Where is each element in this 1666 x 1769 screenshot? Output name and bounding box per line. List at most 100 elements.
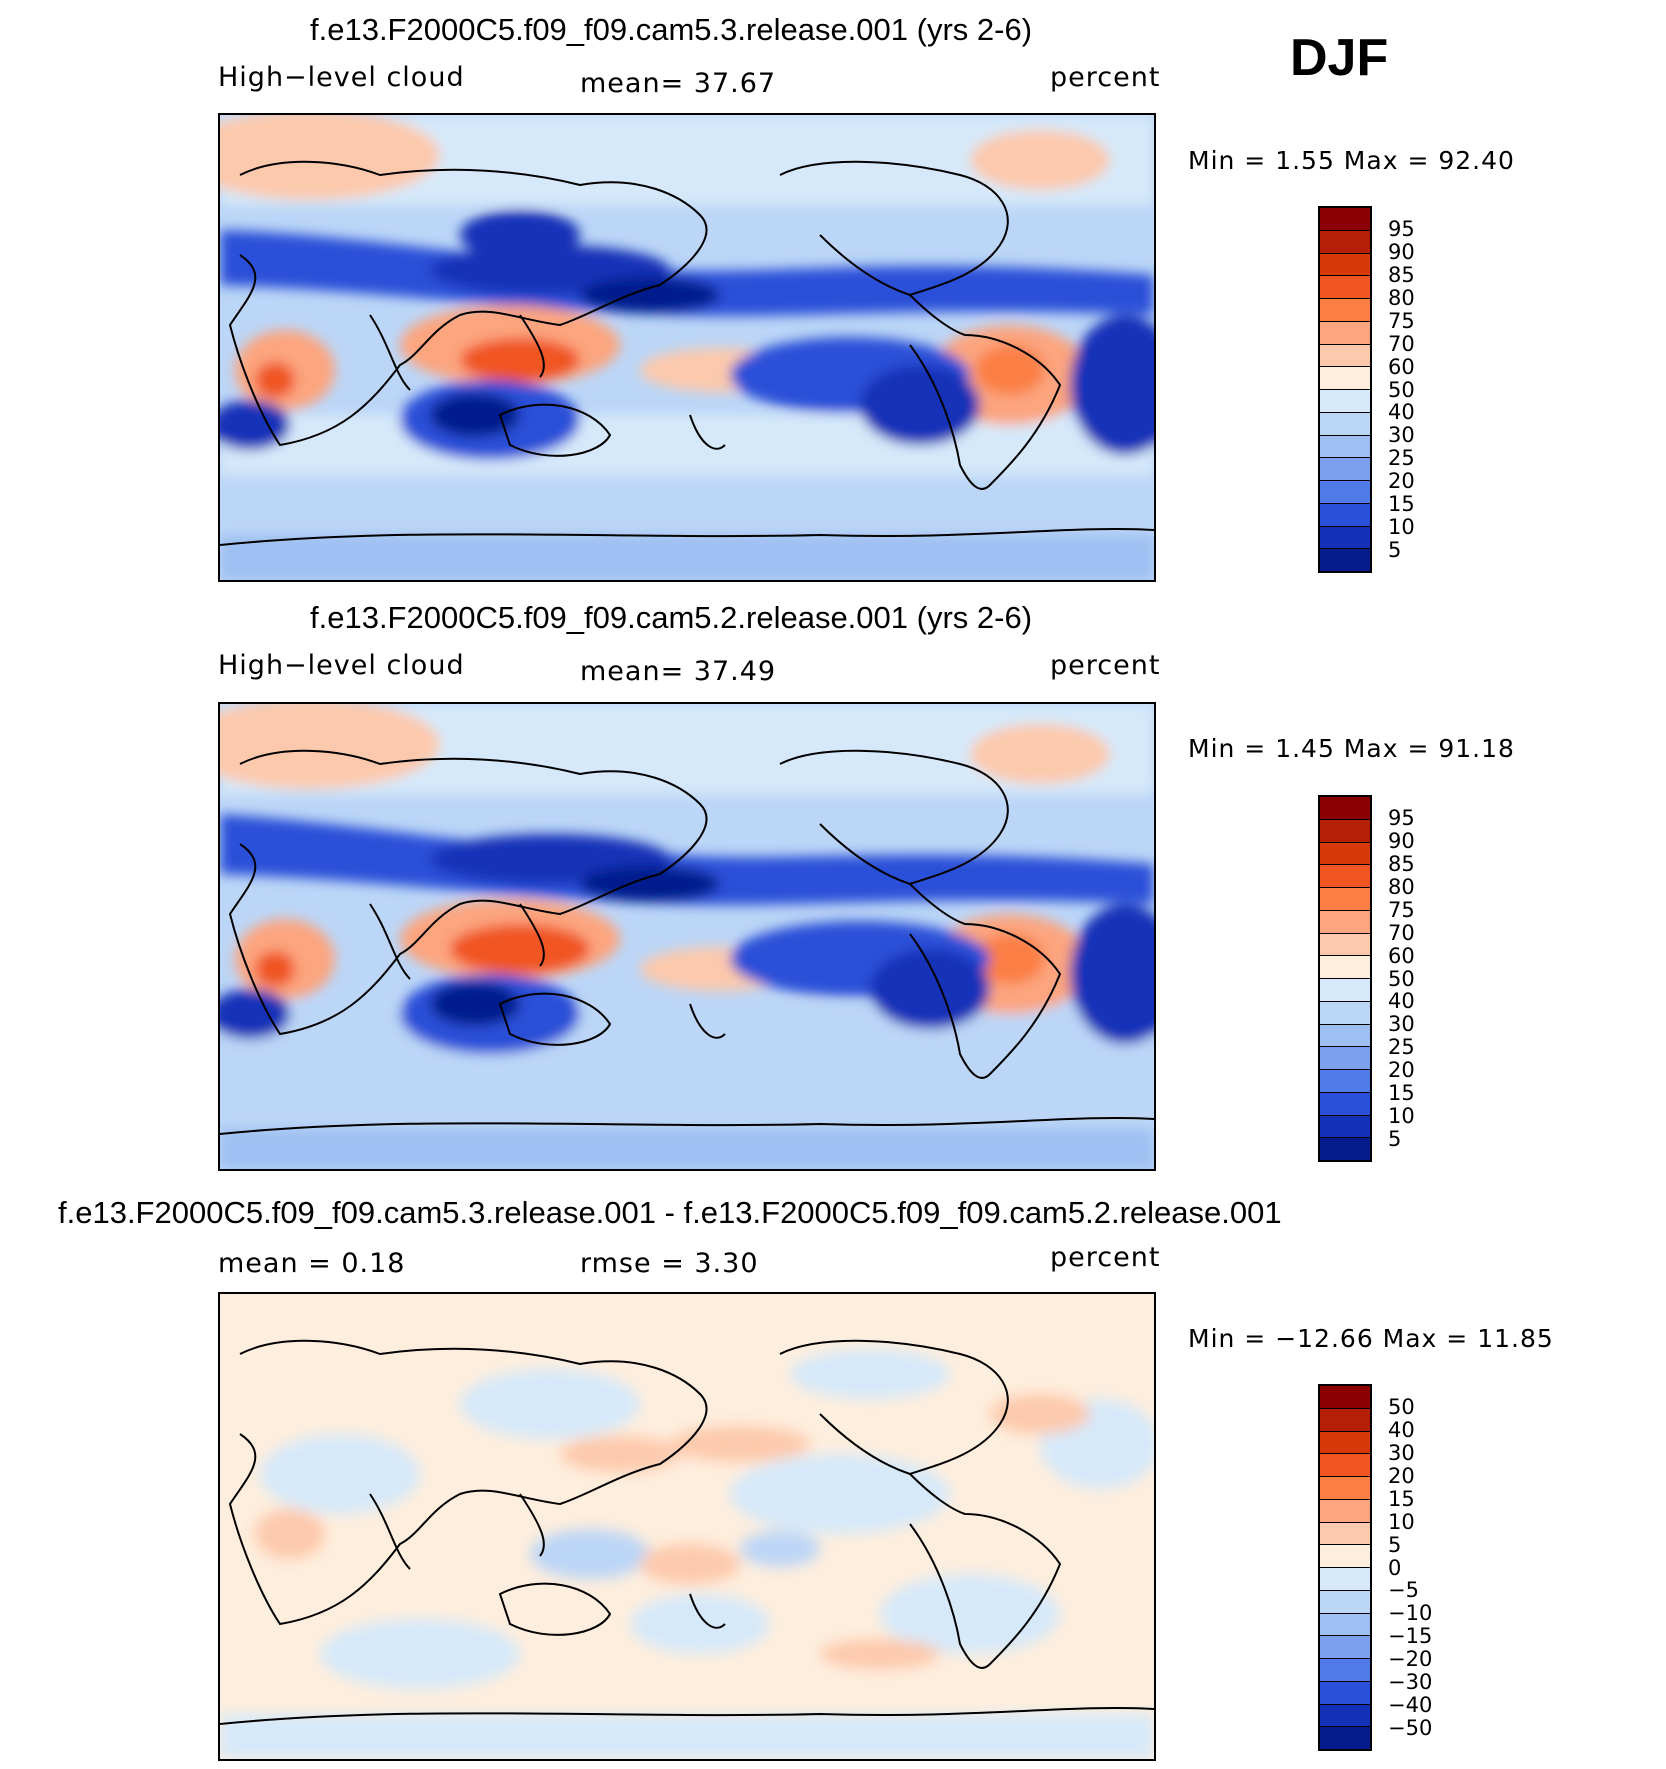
colorbar-tick-label: 70 [1388,331,1415,356]
colorbar-tick-label: −40 [1388,1693,1433,1718]
colorbar-bin [1320,1430,1370,1454]
panel-1-colorbar-labels: 95 90 85 80 75 70 60 50 40 30 25 20 15 10 5 [1388,206,1448,573]
panel-1-units-label: percent [1050,62,1161,93]
panel-1-colorbar-bins [1320,208,1370,571]
colorbar-bin [1320,909,1370,933]
colorbar-bin [1320,411,1370,435]
colorbar-bin [1320,1680,1370,1704]
colorbar-tick-label: 95 [1388,805,1415,830]
colorbar-bin [1320,502,1370,526]
colorbar-bin [1320,320,1370,344]
colorbar-bin [1320,1114,1370,1138]
panel-1-map [218,113,1156,582]
colorbar-bin [1320,1476,1370,1499]
colorbar-bin [1320,1091,1370,1115]
colorbar-bin [1320,1046,1370,1069]
colorbar-bin [1320,1521,1370,1545]
colorbar-tick-label: 30 [1388,423,1415,448]
colorbar-bin [1320,1407,1370,1431]
colorbar-tick-label: 50 [1388,966,1415,991]
colorbar-tick-label: 20 [1388,469,1415,494]
colorbar-bin [1320,1635,1370,1658]
colorbar-bin [1320,1386,1370,1408]
colorbar-tick-label: 85 [1388,851,1415,876]
panel-2-minmax: Min = 1.45 Max = 91.18 [1188,734,1515,763]
colorbar-tick-label: 20 [1388,1463,1415,1488]
colorbar-bin [1320,1544,1370,1567]
colorbar-bin [1320,1612,1370,1636]
colorbar-bin [1320,955,1370,978]
colorbar-tick-label: 80 [1388,285,1415,310]
panel-2-colorbar-labels: 95 90 85 80 75 70 60 50 40 30 25 20 15 10 5 [1388,795,1448,1162]
colorbar-tick-label: 95 [1388,216,1415,241]
colorbar-bin [1320,208,1370,230]
colorbar-bin [1320,932,1370,956]
colorbar-bin [1320,1498,1370,1522]
colorbar-bin [1320,229,1370,253]
colorbar-bin [1320,252,1370,276]
colorbar-bin [1320,1023,1370,1047]
colorbar-bin [1320,797,1370,819]
season-label: DJF [1290,29,1389,87]
colorbar-tick-label: 15 [1388,492,1415,517]
colorbar-tick-label: 70 [1388,920,1415,945]
colorbar-bin [1320,275,1370,298]
panel-2-units-label: percent [1050,650,1161,681]
colorbar-tick-label: 5 [1388,1127,1402,1152]
colorbar-tick-label: 80 [1388,874,1415,899]
colorbar-tick-label: 20 [1388,1058,1415,1083]
panel-3-minmax: Min = −12.66 Max = 11.85 [1188,1324,1554,1353]
colorbar-bin [1320,864,1370,887]
colorbar-tick-label: 75 [1388,897,1415,922]
colorbar-bin [1320,1726,1370,1749]
colorbar-bin [1320,1453,1370,1476]
colorbar-bin [1320,818,1370,842]
panel-1-variable-label: High−level cloud [218,62,465,93]
colorbar-bin [1320,366,1370,389]
colorbar-tick-label: 90 [1388,828,1415,853]
colorbar-tick-label: 90 [1388,239,1415,264]
colorbar-tick-label: 25 [1388,446,1415,471]
colorbar-tick-label: 50 [1388,377,1415,402]
colorbar-bin [1320,1589,1370,1613]
colorbar-tick-label: 15 [1388,1486,1415,1511]
colorbar-bin [1320,434,1370,458]
panel-1-mean-label: mean= 37.67 [580,68,777,99]
colorbar-tick-label: −5 [1388,1578,1419,1603]
colorbar-tick-label: −10 [1388,1601,1433,1626]
colorbar-tick-label: 40 [1388,400,1415,425]
colorbar-bin [1320,1000,1370,1024]
panel-2-map [218,702,1156,1171]
colorbar-tick-label: 50 [1388,1394,1415,1419]
colorbar-bin [1320,841,1370,865]
colorbar-tick-label: 60 [1388,354,1415,379]
colorbar-tick-label: −50 [1388,1716,1433,1741]
colorbar-bin [1320,525,1370,549]
colorbar-bin [1320,480,1370,503]
colorbar-bin [1320,548,1370,571]
colorbar-tick-label: −15 [1388,1624,1433,1649]
colorbar-tick-label: 5 [1388,1532,1402,1557]
panel-2-colorbar [1318,795,1372,1162]
colorbar-bin [1320,298,1370,321]
panel-3-mean-label: mean = 0.18 [218,1248,406,1279]
colorbar-tick-label: 15 [1388,1081,1415,1106]
colorbar-tick-label: 40 [1388,1417,1415,1442]
panel-3-title: f.e13.F2000C5.f09_f09.cam5.3.release.001… [58,1195,1282,1230]
panel-3-rmse-label: rmse = 3.30 [580,1248,759,1279]
colorbar-tick-label: 10 [1388,515,1415,540]
colorbar-bin [1320,1658,1370,1681]
colorbar-tick-label: 85 [1388,262,1415,287]
colorbar-bin [1320,343,1370,367]
colorbar-bin [1320,457,1370,480]
colorbar-tick-label: 75 [1388,308,1415,333]
panel-3-colorbar-bins [1320,1386,1370,1749]
colorbar-bin [1320,1703,1370,1727]
colorbar-bin [1320,389,1370,412]
colorbar-tick-label: −30 [1388,1670,1433,1695]
colorbar-bin [1320,1069,1370,1092]
panel-2-colorbar-bins [1320,797,1370,1160]
colorbar-tick-label: 25 [1388,1035,1415,1060]
colorbar-tick-label: 30 [1388,1012,1415,1037]
colorbar-tick-label: 40 [1388,989,1415,1014]
